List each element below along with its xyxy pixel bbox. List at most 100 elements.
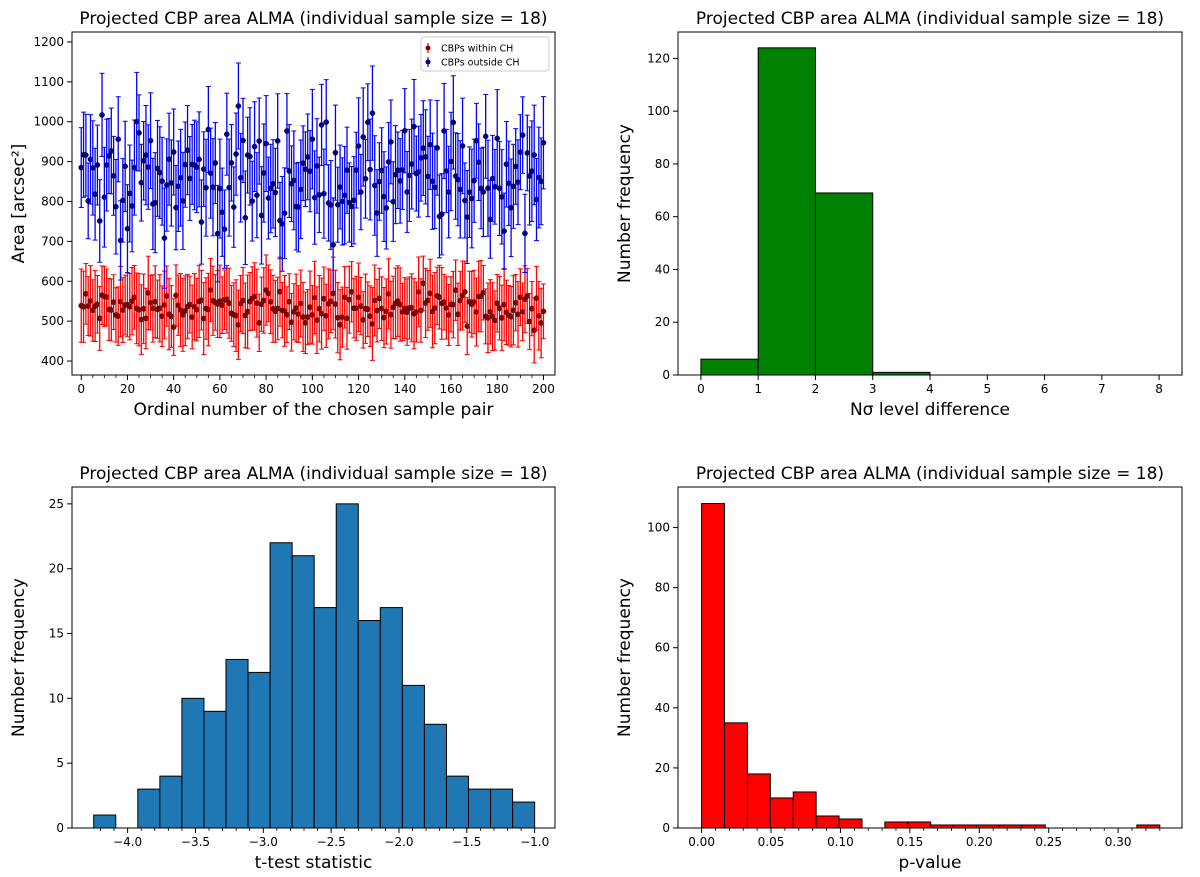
x-tick-label: 3 [869,382,877,396]
y-tick-label: 20 [655,315,670,329]
data-point [247,153,253,160]
data-point [263,140,269,147]
plot-frame [677,31,1183,376]
y-tick-label: 80 [655,157,670,171]
data-point [274,138,281,144]
histogram-bar [769,797,794,829]
histogram-bar [445,775,470,829]
y-tick-label: 0 [56,821,64,835]
data-point [96,218,103,224]
histogram-bar [423,723,447,829]
legend-marker [425,59,431,65]
x-axis-label: t-test statistic [255,853,373,873]
plot-frame [71,31,556,376]
data-point [203,184,209,191]
data-point [159,178,165,185]
legend: CBPs within CH CBPs outside CH [420,36,550,72]
data-point [281,210,288,217]
data-point [383,205,390,211]
x-tick-label: 0.15 [897,835,924,849]
data-point [480,189,487,195]
y-tick-label: 40 [655,701,670,715]
data-point [501,228,507,234]
data-point [411,123,417,130]
x-tick-label: 0 [77,382,85,396]
data-point [233,151,239,157]
y-tick-label: 500 [41,314,64,328]
x-tick-label: 0.10 [827,835,854,849]
data-point [224,131,230,137]
x-tick-label: 0.20 [966,835,993,849]
data-point [147,137,154,144]
histogram-bar [838,818,863,829]
histogram-bar [401,684,425,829]
data-point [323,119,330,125]
histogram-bar [757,47,816,376]
histogram-bar [701,503,726,829]
histogram-bar [269,542,293,829]
legend-label: CBPs within CH [441,44,513,55]
chart-title: Projected CBP area ALMA (individual samp… [696,464,1164,484]
data-point [198,219,205,225]
y-tick-label: 700 [41,234,64,248]
data-point [355,143,362,149]
histogram-bar [225,658,249,829]
y-tick-label: 1100 [33,75,64,89]
data-point [462,289,468,295]
y-tick-label: 60 [655,641,670,655]
histogram-bar [490,788,514,829]
data-point [240,137,246,144]
data-point [471,177,477,184]
histogram-bar [203,710,227,829]
x-tick-label: −3.0 [249,835,278,849]
x-tick-label: 8 [1155,382,1163,396]
y-tick-label: 20 [655,761,670,775]
x-tick-label: 60 [212,382,227,396]
histogram-bar [746,773,771,829]
data-point [401,127,408,134]
y-tick-label: 15 [49,627,64,641]
histogram-bar [181,697,205,829]
histogram-bar [884,821,909,829]
data-point [482,133,489,140]
y-tick-label: 800 [41,195,64,209]
data-point [136,130,142,136]
y-tick-label: 80 [655,581,670,595]
data-point [362,175,369,182]
chart-title: Projected CBP area ALMA (individual samp… [79,464,547,484]
data-point [254,192,260,199]
y-tick-label: 600 [41,274,64,288]
data-point [235,103,242,109]
data-point [170,149,177,155]
data-point [358,189,364,195]
data-point [540,139,547,146]
data-point [256,138,262,144]
histogram-bar [247,671,271,829]
histogram-bar [512,801,536,829]
data-point [388,139,394,145]
chart-panel-4: Projected CBP area ALMA (individual samp… [615,464,1183,873]
data-point [438,211,445,218]
x-tick-label: 0 [697,382,705,396]
y-axis-label: Number frequency [615,124,635,283]
x-axis-label: Ordinal number of the chosen sample pair [134,400,494,420]
x-axis-label: Nσ level difference [850,400,1010,420]
histogram-bar [700,358,759,376]
data-point [115,136,122,143]
data-point [494,135,501,142]
x-tick-label: 1 [754,382,762,396]
y-tick-label: 5 [56,756,64,770]
x-tick-label: 40 [166,382,181,396]
x-tick-label: 2 [812,382,820,396]
data-point [450,119,457,126]
x-tick-label: 0.00 [688,835,715,849]
histogram-bar [724,722,748,829]
x-tick-label: −3.5 [181,835,210,849]
y-axis-label: Number frequency [9,578,29,737]
histogram-bar [313,607,337,829]
x-tick-label: 5 [983,382,991,396]
legend-marker [425,45,431,51]
data-point [360,134,366,140]
chart-title: Projected CBP area ALMA (individual samp… [79,9,547,29]
